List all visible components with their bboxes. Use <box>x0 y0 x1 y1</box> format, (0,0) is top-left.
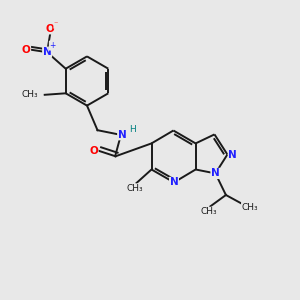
Text: CH₃: CH₃ <box>22 90 38 99</box>
Text: +: + <box>49 41 56 50</box>
Text: N: N <box>43 47 52 57</box>
Text: O: O <box>46 24 55 34</box>
Text: ⁻: ⁻ <box>54 19 58 28</box>
Text: N: N <box>169 177 178 188</box>
Text: O: O <box>89 146 98 156</box>
Text: O: O <box>22 45 31 55</box>
Text: CH₃: CH₃ <box>127 184 143 193</box>
Text: N: N <box>211 168 220 178</box>
Text: N: N <box>118 130 127 140</box>
Text: H: H <box>130 125 136 134</box>
Text: N: N <box>228 149 237 160</box>
Text: CH₃: CH₃ <box>200 207 217 216</box>
Text: CH₃: CH₃ <box>242 202 258 211</box>
